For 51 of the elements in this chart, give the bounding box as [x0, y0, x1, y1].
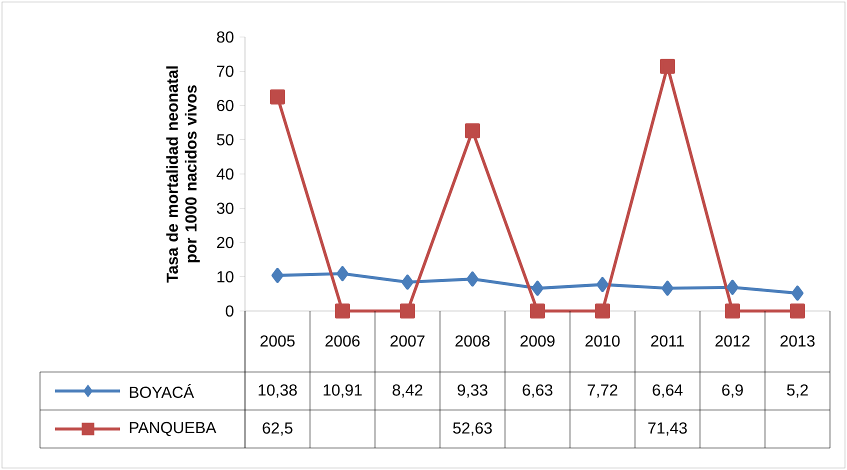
- data-label: 8,42: [392, 384, 422, 398]
- point: [596, 277, 609, 292]
- point: [334, 303, 350, 319]
- point: [791, 286, 804, 301]
- y-tick-label: 20: [217, 236, 234, 248]
- y-axis-title: Tasa de mortalidad neonatal por 1000 nacidos vivos: [166, 66, 200, 283]
- x-tick-label: 2008: [455, 335, 490, 347]
- x-tick-label: 2007: [390, 335, 424, 347]
- legend-label: BOYACÁ: [130, 384, 194, 398]
- x-tick-label: 2010: [585, 335, 620, 347]
- x-tick-label: 2005: [260, 335, 295, 347]
- data-label: 6,63: [522, 384, 552, 398]
- data-label: 52,63: [453, 422, 492, 436]
- data-label: 10,91: [324, 384, 362, 398]
- point: [531, 280, 544, 296]
- x-tick-label: 2011: [651, 335, 684, 347]
- point: [726, 280, 739, 295]
- legend-label: PANQUEBA: [130, 422, 216, 436]
- point: [530, 303, 546, 319]
- data-label: 9,33: [458, 384, 488, 398]
- y-tick-label: 80: [216, 31, 234, 43]
- point: [401, 274, 414, 290]
- point: [724, 303, 740, 319]
- point: [270, 89, 286, 104]
- data-label: 6,9: [722, 384, 743, 398]
- x-tick-label: 2013: [780, 335, 815, 347]
- point: [466, 272, 479, 287]
- y-tick-label: 0: [226, 305, 234, 317]
- point: [336, 266, 349, 282]
- point: [400, 303, 416, 319]
- y-tick-label: 60: [217, 100, 234, 112]
- data-label: 5,2: [787, 384, 808, 398]
- y-tick-label: 10: [217, 271, 234, 282]
- y-tick-label: 50: [216, 134, 234, 146]
- point: [790, 303, 806, 319]
- x-tick-label: 2009: [520, 335, 555, 347]
- point: [660, 58, 676, 74]
- point: [464, 123, 480, 138]
- x-tick-label: 2006: [326, 335, 360, 347]
- y-tick-label: 30: [216, 202, 234, 214]
- point: [594, 303, 610, 319]
- data-label: 6,64: [652, 384, 683, 398]
- y-tick-label: 70: [217, 66, 234, 77]
- x-tick-label: 2012: [715, 335, 750, 347]
- data-label: 71,43: [648, 422, 687, 436]
- point: [271, 268, 284, 283]
- data-label: 62,5: [262, 422, 292, 436]
- point: [661, 280, 674, 296]
- y-tick-label: 40: [216, 168, 234, 180]
- data-label: 7,72: [588, 384, 618, 398]
- data-label: 10,38: [258, 384, 297, 398]
